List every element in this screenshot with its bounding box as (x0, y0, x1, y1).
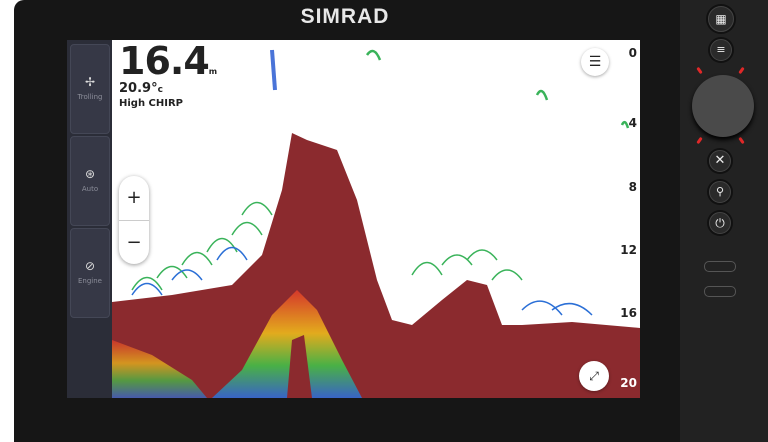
sidebar-item-engine[interactable]: ⊘ Engine (70, 228, 110, 318)
zoom-out-button[interactable]: − (126, 232, 142, 253)
menu-icon: ☰ (588, 54, 602, 70)
close-icon: ✕ (714, 153, 726, 168)
seabed-texture-left (112, 340, 207, 398)
engine-icon: ⊘ (84, 259, 96, 273)
sidebar-item-auto[interactable]: ⊛ Auto (70, 136, 110, 226)
sidebar-item-label: Engine (78, 277, 102, 285)
waypoint-icon: ⚲ (715, 185, 725, 198)
apps-icon: ▦ (715, 12, 727, 26)
seabed-bottom (112, 133, 640, 398)
sidebar: ✢ Trolling ⊛ Auto ⊘ Engine (67, 40, 112, 398)
sonar-screen: ✢ Trolling ⊛ Auto ⊘ Engine 16.4m 20.9°c … (67, 40, 640, 398)
sidebar-item-label: Trolling (77, 93, 103, 101)
fish-arches (131, 49, 630, 316)
depth-tick: 0 (628, 46, 637, 60)
depth-tick: 8 (628, 180, 637, 194)
waypoint-button[interactable]: ⚲ (709, 181, 731, 203)
close-button[interactable]: ✕ (709, 150, 731, 172)
brand-logo: SIMRAD (300, 5, 390, 28)
apps-button[interactable]: ▦ (708, 6, 734, 32)
fullscreen-button[interactable]: ⤢ (579, 361, 609, 391)
seabed-texture (212, 290, 362, 398)
zoom-in-button[interactable]: + (119, 176, 149, 221)
hardware-key[interactable] (704, 261, 736, 272)
menu-hardware-button[interactable]: ≡ (710, 39, 732, 61)
sonar-echogram (112, 49, 640, 398)
sidebar-item-trolling[interactable]: ✢ Trolling (70, 44, 110, 134)
power-icon: ⏻ (715, 216, 725, 230)
depth-tick: 4 (628, 116, 637, 130)
frequency-mode: High CHIRP (119, 98, 184, 109)
hardware-key[interactable] (704, 286, 736, 297)
depth-tick: 16 (620, 306, 637, 320)
rotary-knob[interactable] (692, 75, 754, 137)
propeller-icon: ✢ (84, 75, 96, 89)
menu-icon: ≡ (716, 43, 726, 56)
depth-tick: 20 (620, 376, 637, 390)
menu-button[interactable]: ☰ (581, 48, 609, 76)
depth-unit: m (208, 67, 218, 76)
expand-icon: ⤢ (589, 369, 599, 383)
zoom-control: + − (119, 176, 149, 264)
depth-value: 16.4 (119, 40, 210, 83)
temperature-unit: c (157, 85, 163, 95)
depth-tick: 12 (620, 243, 637, 257)
steering-wheel-icon: ⊛ (84, 167, 96, 181)
power-button[interactable]: ⏻ (709, 212, 731, 234)
temperature-readout: 20.9°c (119, 81, 163, 96)
seabed-core (287, 335, 312, 398)
temperature-value: 20.9° (119, 81, 158, 96)
depth-readout: 16.4m (119, 40, 217, 82)
sidebar-item-label: Auto (81, 185, 99, 193)
